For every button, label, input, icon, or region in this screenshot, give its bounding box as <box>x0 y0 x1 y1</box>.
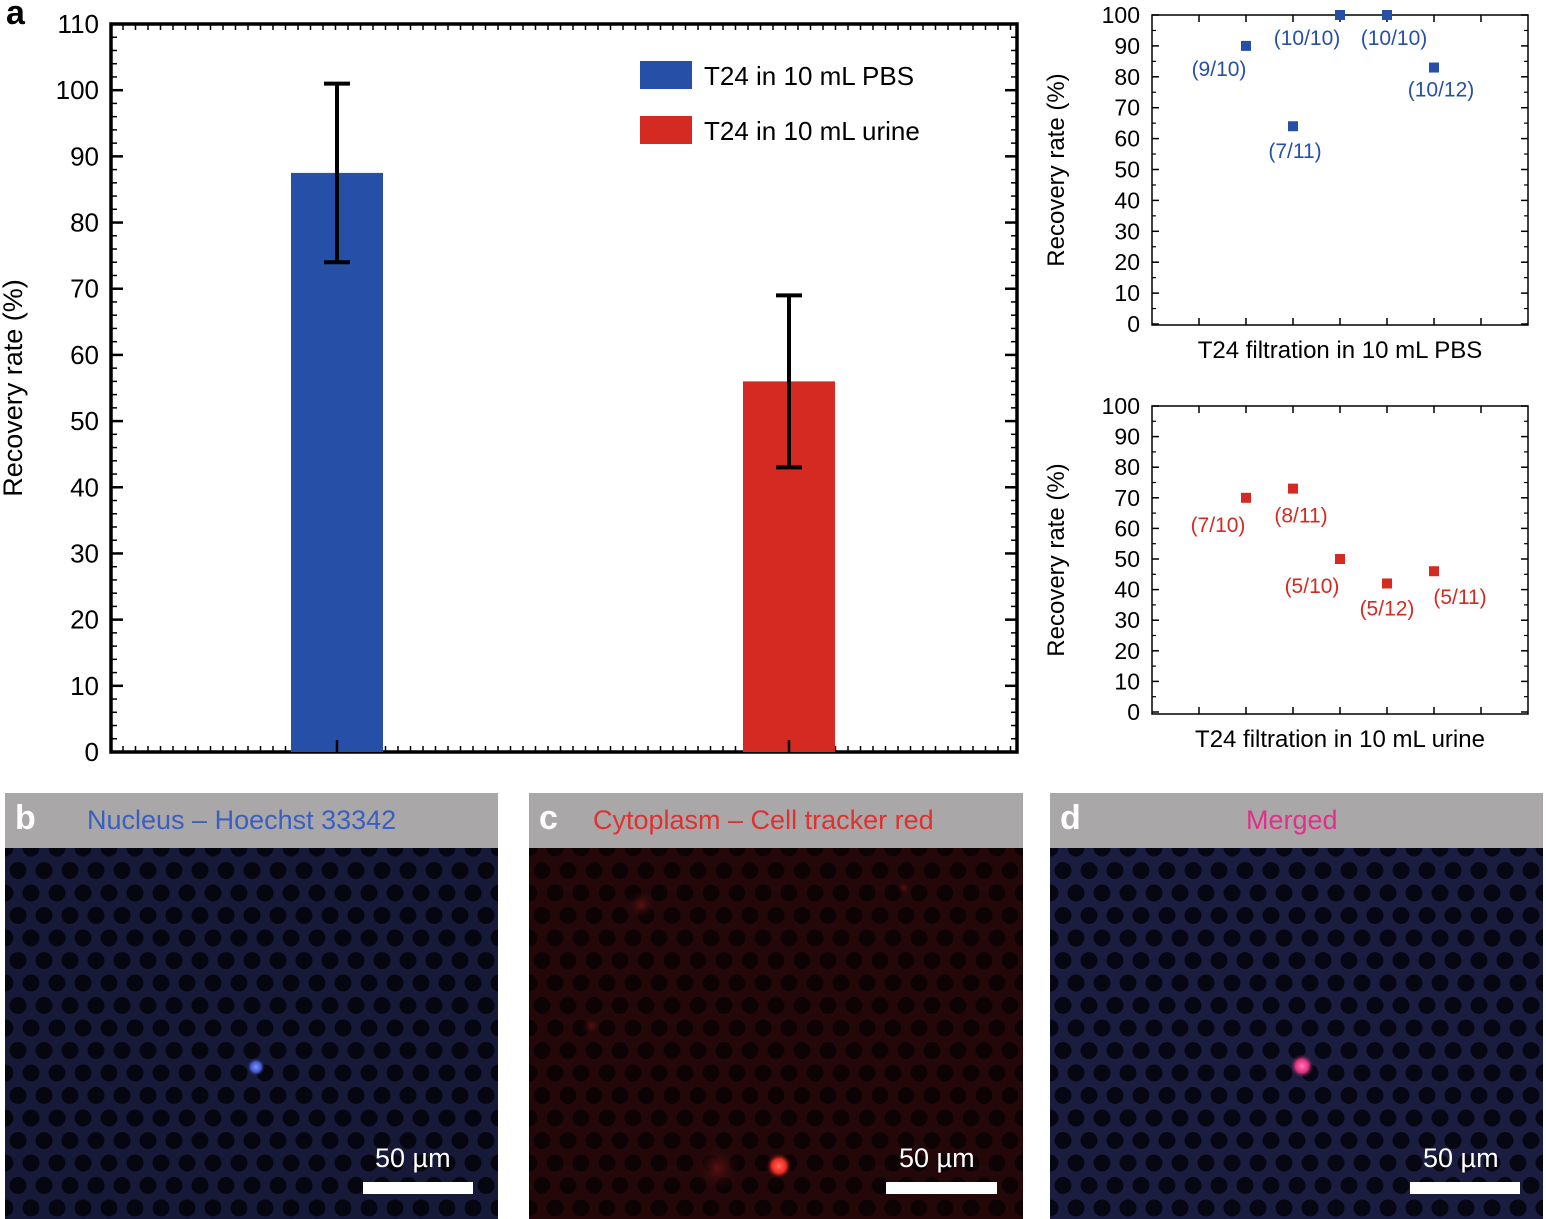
panel-letter-c: c <box>539 799 558 837</box>
cytoplasm-fluorescence-image <box>529 848 1023 1219</box>
pbs-point <box>1382 10 1392 20</box>
panel-letter-b: b <box>15 799 36 837</box>
pbs-point-label: (7/11) <box>1268 140 1321 163</box>
urine-point-label: (8/11) <box>1274 505 1327 528</box>
merged-stain-spot <box>1290 1054 1314 1078</box>
panel-header: c Cytoplasm – Cell tracker red <box>529 793 1023 848</box>
y-tick-label: 70 <box>70 274 99 304</box>
legend-swatch <box>640 61 692 89</box>
panel-title-nucleus: Nucleus – Hoechst 33342 <box>87 805 397 835</box>
pbs-point <box>1241 40 1251 51</box>
y-axis-label: Recovery rate (%) <box>1043 463 1070 656</box>
legend-label: T24 in 10 mL urine <box>704 116 920 146</box>
y-tick-label: 60 <box>70 340 99 370</box>
micrograph-panel-b: b Nucleus – Hoechst 33342 50 µm <box>5 793 498 1219</box>
micrograph-panel-d: d Merged 50 µm <box>1050 793 1543 1219</box>
pbs-point-label: (10/12) <box>1408 79 1475 102</box>
y-tick-label: 40 <box>1114 187 1140 213</box>
urine-point <box>1288 483 1298 494</box>
scale-bar-label: 50 µm <box>1423 1143 1499 1173</box>
panel-title-merged: Merged <box>1246 805 1338 835</box>
urine-point <box>1429 566 1439 577</box>
pbs-point <box>1429 62 1439 73</box>
y-tick-label: 30 <box>70 538 99 568</box>
y-tick-label: 90 <box>70 141 99 171</box>
y-axis-label: Recovery rate (%) <box>1043 73 1070 266</box>
y-tick-label: 20 <box>70 605 99 635</box>
pbs-point-label: (10/10) <box>1361 27 1428 50</box>
y-tick-label: 90 <box>1114 424 1140 450</box>
panel-letter-d: d <box>1060 799 1081 837</box>
y-tick-label: 10 <box>70 671 99 701</box>
y-tick-label: 40 <box>70 472 99 502</box>
y-tick-label: 10 <box>1114 280 1140 306</box>
y-tick-label: 90 <box>1114 33 1140 59</box>
urine-point <box>1382 578 1392 589</box>
y-tick-label: 0 <box>1127 311 1140 337</box>
urine-point-label: (5/11) <box>1433 586 1486 609</box>
y-tick-label: 100 <box>1102 2 1140 28</box>
y-tick-label: 80 <box>70 208 99 238</box>
pbs-point <box>1288 121 1298 132</box>
y-tick-label: 30 <box>1114 218 1140 244</box>
y-axis-label: Recovery rate (%) <box>0 279 28 497</box>
panel-title-cytoplasm: Cytoplasm – Cell tracker red <box>593 805 934 835</box>
y-tick-label: 50 <box>1114 157 1140 183</box>
y-tick-label: 30 <box>1114 607 1140 633</box>
nucleus-fluorescence-image <box>5 848 498 1219</box>
y-tick-label: 60 <box>1114 126 1140 152</box>
panel-header: b Nucleus – Hoechst 33342 <box>5 793 498 848</box>
panel-letter-a: a <box>6 0 25 32</box>
y-tick-label: 100 <box>56 75 99 105</box>
urine-point-label: (5/12) <box>1360 597 1415 620</box>
urine-point-label: (7/10) <box>1191 514 1246 537</box>
scale-bar-label: 50 µm <box>899 1143 975 1173</box>
cytoplasm-stain-spot <box>766 1153 792 1179</box>
y-tick-label: 60 <box>1114 515 1140 541</box>
legend-label: T24 in 10 mL PBS <box>704 61 914 91</box>
y-tick-label: 50 <box>1114 546 1140 572</box>
bar-pbs <box>291 172 383 753</box>
y-tick-label: 70 <box>1114 95 1140 121</box>
urine-point-label: (5/10) <box>1285 575 1340 598</box>
urine-point <box>1241 492 1251 503</box>
y-tick-label: 80 <box>1114 64 1140 90</box>
nucleus-stain-spot <box>247 1058 265 1076</box>
y-tick-label: 50 <box>70 406 99 436</box>
legend-swatch <box>640 116 692 144</box>
pbs-point <box>1335 10 1345 20</box>
y-tick-label: 20 <box>1114 249 1140 275</box>
micrograph-panel-c: c Cytoplasm – Cell tracker red <box>529 793 1023 1219</box>
y-tick-label: 80 <box>1114 454 1140 480</box>
scale-bar-label: 50 µm <box>375 1143 451 1173</box>
y-tick-label: 40 <box>1114 577 1140 603</box>
scale-bar <box>886 1182 997 1194</box>
scale-bar <box>363 1182 473 1194</box>
plot-frame <box>109 22 1019 754</box>
urine-point <box>1335 554 1345 564</box>
y-tick-label: 0 <box>1127 699 1140 725</box>
panel-header: d Merged <box>1050 793 1543 848</box>
scale-bar <box>1410 1182 1520 1194</box>
y-tick-label: 110 <box>58 9 99 39</box>
pbs-point-label: (10/10) <box>1274 27 1341 50</box>
x-axis-label: T24 filtration in 10 mL PBS <box>1198 337 1483 364</box>
y-tick-label: 20 <box>1114 638 1140 664</box>
y-tick-label: 100 <box>1102 393 1140 419</box>
merged-fluorescence-image <box>1050 848 1543 1219</box>
y-tick-label: 10 <box>1114 668 1140 694</box>
y-tick-label: 70 <box>1114 485 1140 511</box>
pbs-point-label: (9/10) <box>1192 58 1247 81</box>
x-axis-label: T24 filtration in 10 mL urine <box>1195 726 1485 753</box>
y-tick-label: 0 <box>85 737 99 767</box>
